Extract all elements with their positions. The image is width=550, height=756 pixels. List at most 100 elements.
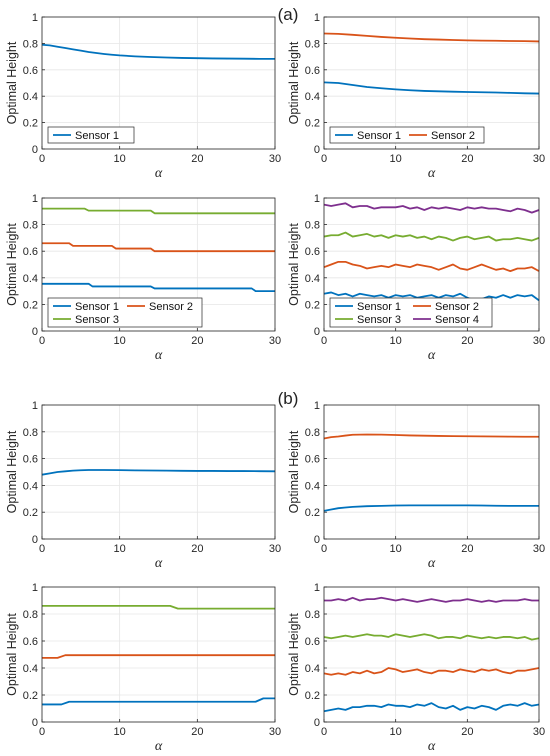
y-tick-label: 0	[32, 717, 38, 729]
x-axis-label: α	[428, 166, 436, 181]
x-tick-label: 20	[461, 726, 473, 738]
x-tick-label: 0	[39, 726, 45, 738]
legend-entry: Sensor 2	[435, 301, 479, 313]
x-tick-label: 20	[461, 543, 473, 555]
x-tick-label: 0	[321, 543, 327, 555]
y-tick-label: 0	[314, 717, 320, 729]
chart-panel-5: 0 10 20 30 0 0.2 0.4 0.6 0.8 1 Optimal Height α	[5, 400, 281, 571]
y-axis-label: Optimal Height	[287, 430, 301, 513]
y-tick-label: 1	[314, 582, 320, 594]
y-tick-label: 1	[32, 193, 38, 205]
plot-area	[42, 405, 275, 539]
x-tick-label: 10	[390, 543, 402, 555]
y-tick-label: 1	[314, 12, 320, 24]
legend-box	[47, 126, 135, 144]
y-tick-label: 0.8	[23, 609, 38, 621]
y-tick-label: 0.4	[23, 273, 38, 285]
y-tick-label: 0.6	[305, 636, 320, 648]
y-axis-label: Optimal Height	[287, 613, 301, 696]
x-tick-label: 10	[114, 335, 126, 347]
y-tick-label: 0	[314, 144, 320, 156]
y-tick-label: 0.6	[23, 246, 38, 258]
series-line-1	[323, 504, 539, 512]
y-tick-label: 0.2	[23, 299, 38, 311]
x-tick-label: 10	[114, 726, 126, 738]
y-tick-label: 0.6	[23, 636, 38, 648]
x-tick-label: 30	[533, 543, 545, 555]
y-tick-label: 0.6	[305, 246, 320, 258]
legend-entry: Sensor 2	[431, 130, 475, 142]
series-line-1	[323, 702, 540, 713]
series-line-1	[41, 43, 275, 60]
x-tick-label: 0	[39, 543, 45, 555]
legend-box	[329, 297, 493, 328]
y-tick-label: 0.4	[305, 663, 320, 675]
series-line-3	[42, 207, 275, 215]
axes-frame	[41, 197, 276, 332]
x-tick-label: 0	[321, 153, 327, 165]
y-tick-label: 0.8	[305, 220, 320, 232]
x-tick-label: 30	[269, 335, 281, 347]
x-tick-label: 0	[321, 726, 327, 738]
y-tick-label: 0.2	[305, 299, 320, 311]
y-tick-label: 0.4	[305, 273, 320, 285]
legend-box	[47, 297, 203, 328]
axes-frame	[323, 197, 540, 332]
x-axis-label: α	[155, 166, 163, 181]
series-line-2	[323, 32, 540, 43]
y-tick-label: 0.2	[23, 118, 38, 130]
chart-panel-7: 0 10 20 30 0 0.2 0.4 0.6 0.8 1 Optimal Height α	[5, 582, 281, 754]
y-tick-label: 0.6	[23, 454, 38, 466]
y-tick-label: 1	[314, 400, 320, 412]
x-tick-label: 30	[533, 153, 545, 165]
x-axis-label: α	[155, 739, 163, 754]
series-line-1	[323, 291, 540, 302]
x-tick-label: 30	[269, 543, 281, 555]
x-axis-label: α	[155, 556, 163, 571]
y-tick-label: 0.2	[23, 507, 38, 519]
y-axis-label: Optimal Height	[5, 41, 19, 124]
y-tick-label: 0.4	[23, 91, 38, 103]
x-tick-label: 20	[191, 335, 203, 347]
axes-frame	[323, 16, 540, 150]
legend-entry: Sensor 3	[75, 314, 119, 326]
y-tick-label: 0.8	[305, 38, 320, 50]
x-tick-label: 20	[461, 335, 473, 347]
legend-entry: Sensor 1	[357, 301, 401, 313]
y-tick-label: 0.6	[305, 65, 320, 77]
y-tick-label: 1	[32, 12, 38, 24]
chart-panel-4: 0 10 20 30 0 0.2 0.4 0.6 0.8 1 Optimal Height α Sens…	[287, 193, 545, 363]
axes-frame	[323, 404, 540, 540]
x-tick-label: 20	[191, 153, 203, 165]
x-tick-label: 10	[114, 153, 126, 165]
series-line-2	[42, 654, 275, 659]
x-tick-label: 10	[390, 726, 402, 738]
y-tick-label: 1	[32, 400, 38, 412]
series-line-3	[323, 633, 540, 641]
x-tick-label: 30	[533, 335, 545, 347]
group-label-a: (a)	[278, 5, 299, 24]
x-tick-label: 10	[114, 543, 126, 555]
x-tick-label: 0	[321, 335, 327, 347]
legend-entry: Sensor 4	[435, 314, 479, 326]
y-tick-label: 1	[32, 582, 38, 594]
y-tick-label: 0	[32, 144, 38, 156]
x-tick-label: 30	[269, 153, 281, 165]
y-tick-label: 0	[314, 326, 320, 338]
series-line-4	[324, 596, 539, 603]
y-tick-label: 0.4	[23, 480, 38, 492]
series-line-4	[323, 202, 540, 214]
series-line-1	[42, 282, 275, 292]
chart-panel-8: 0 10 20 30 0 0.2 0.4 0.6 0.8 1 Optimal Height α	[287, 582, 545, 754]
chart-panel-3: 0 10 20 30 0 0.2 0.4 0.6 0.8 1 Optimal Height α Sens…	[5, 193, 281, 363]
legend: Sensor 1 Sensor 2 Sensor 3 Sensor 4	[329, 297, 493, 328]
y-tick-label: 1	[314, 193, 320, 205]
y-tick-label: 0.4	[23, 663, 38, 675]
series-line-1	[41, 469, 276, 476]
y-axis-label: Optimal Height	[287, 223, 301, 306]
group-label-b: (b)	[278, 389, 299, 408]
legend: Sensor 1	[47, 126, 135, 144]
series-line-2	[42, 242, 275, 253]
chart-panel-6: 0 10 20 30 0 0.2 0.4 0.6 0.8 1 Optimal Height α	[287, 400, 545, 571]
